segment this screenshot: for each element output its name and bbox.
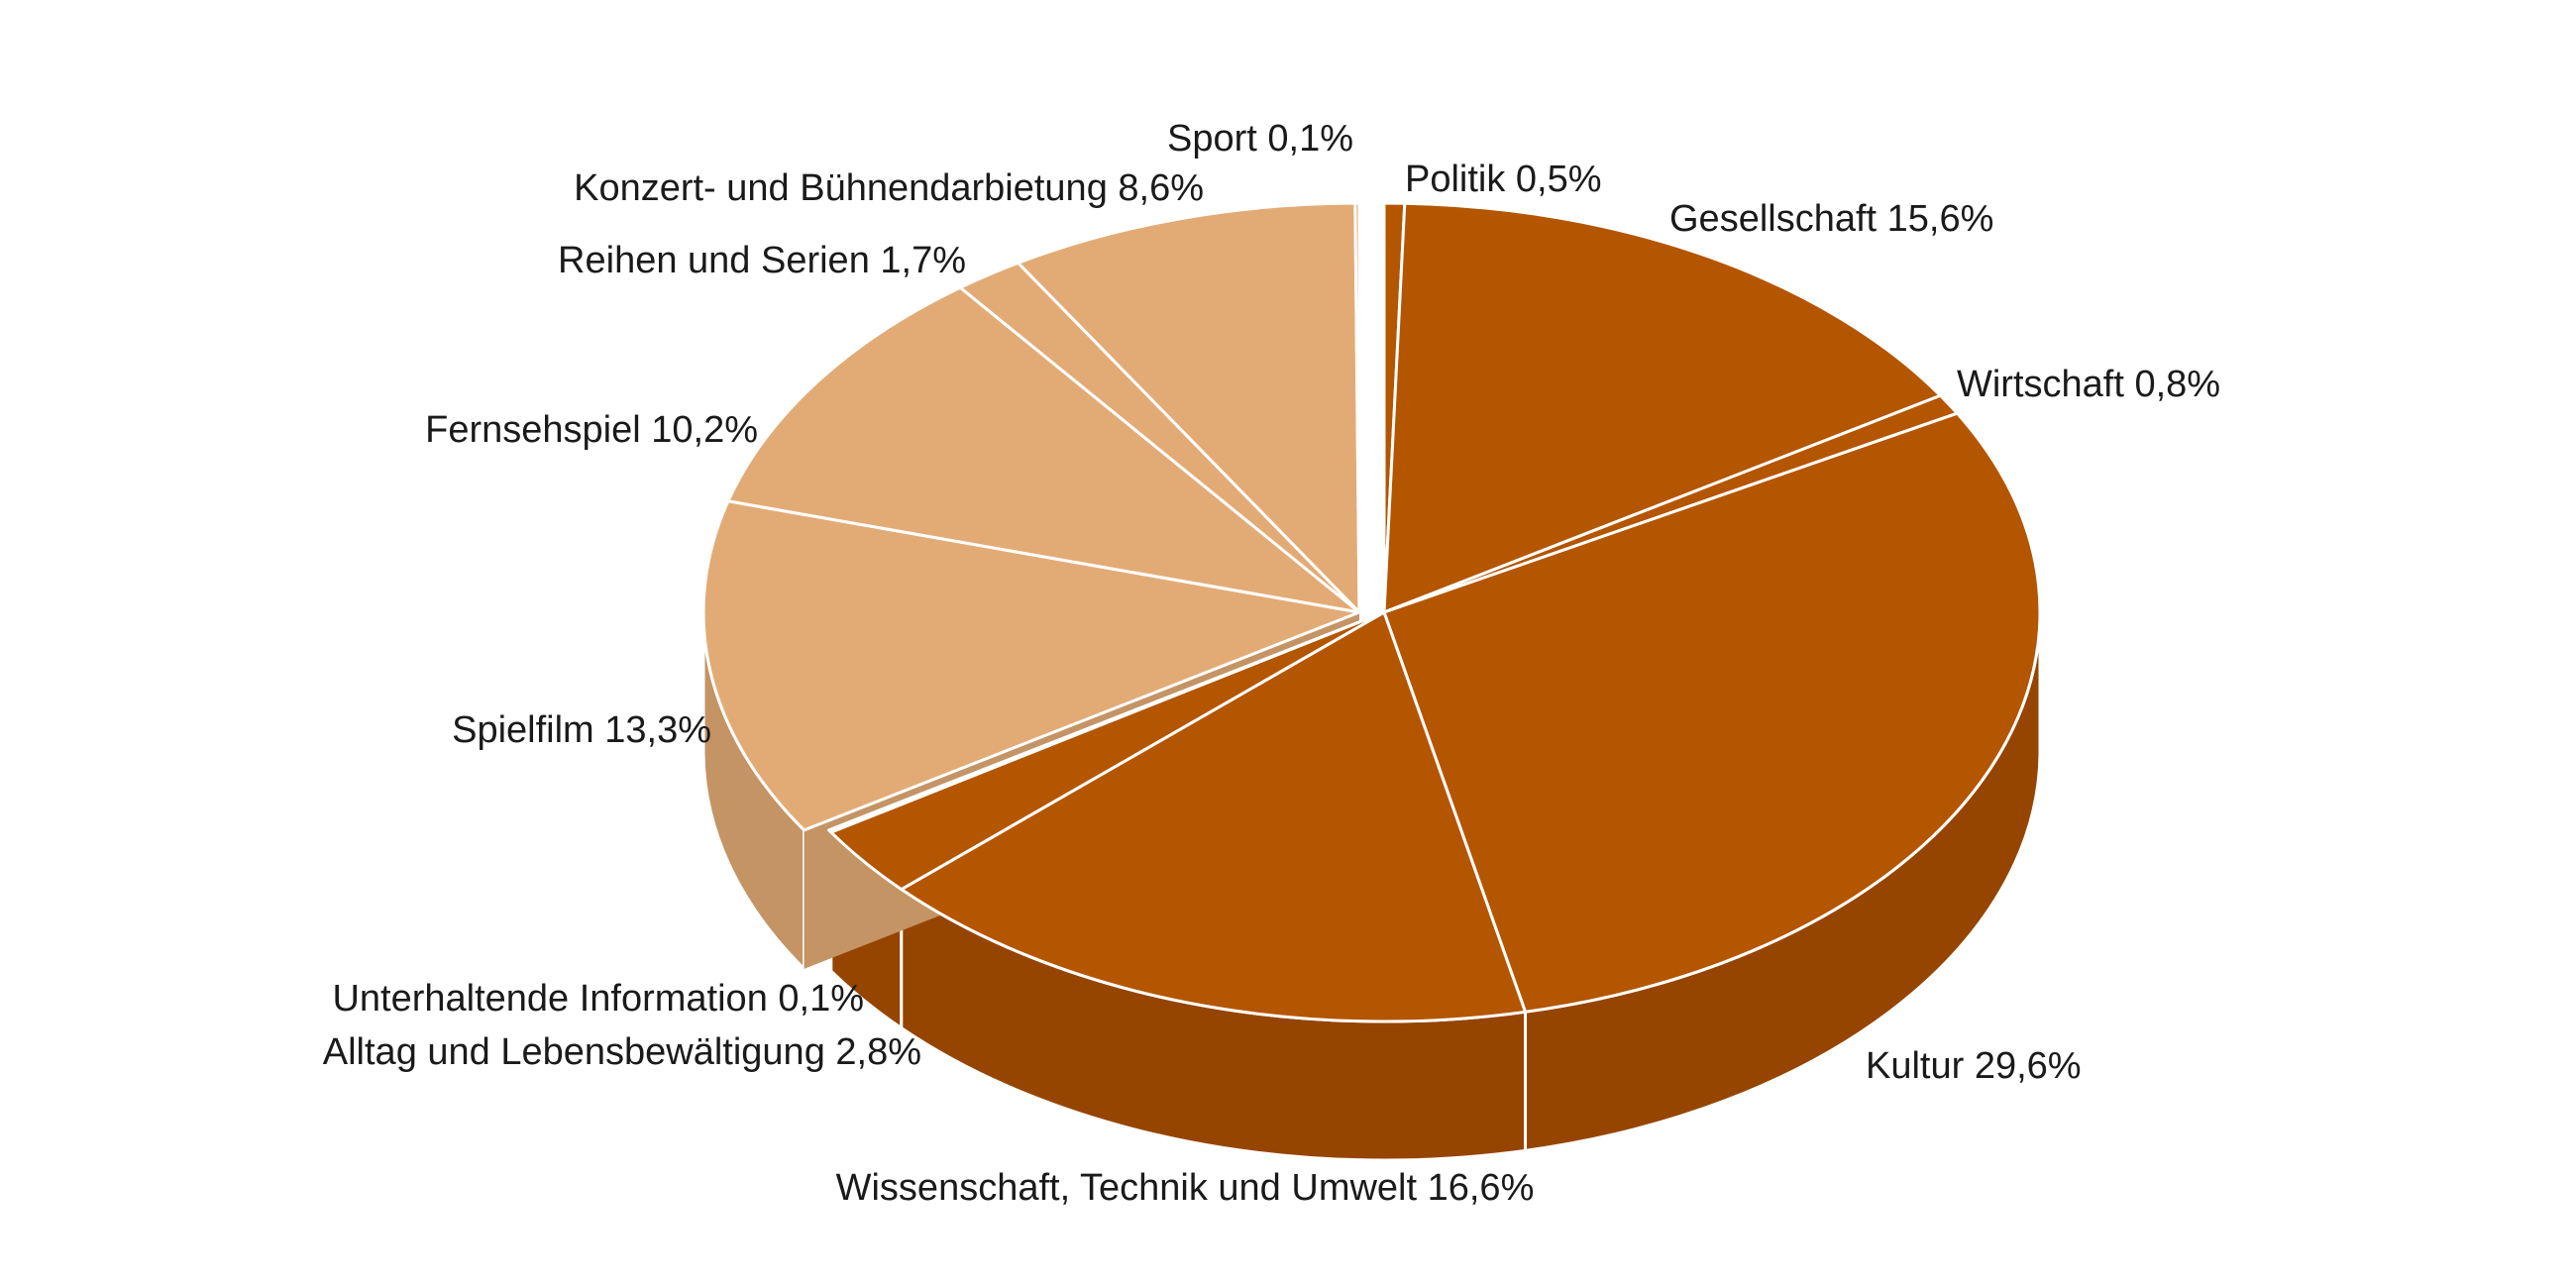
label-fernsehspiel: Fernsehspiel 10,2% bbox=[425, 409, 758, 451]
pie-slices bbox=[701, 201, 2042, 1023]
slice-konzert-und-buehnendarbietung bbox=[1017, 201, 1361, 614]
label-politik: Politik 0,5% bbox=[1405, 159, 1602, 200]
slice-wissenschaft-technik-und-umwelt bbox=[900, 610, 1528, 1023]
slice-unterhaltende-information bbox=[827, 610, 1386, 834]
label-unterhaltende-information: Unterhaltende Information 0,1% bbox=[332, 978, 864, 1020]
label-kultur: Kultur 29,6% bbox=[1866, 1045, 2082, 1087]
label-wirtschaft: Wirtschaft 0,8% bbox=[1957, 364, 2220, 405]
label-sport: Sport 0,1% bbox=[1167, 118, 1353, 160]
label-spielfilm: Spielfilm 13,3% bbox=[452, 709, 711, 751]
slice-spielfilm bbox=[701, 499, 1361, 832]
slice-fernsehspiel bbox=[726, 285, 1361, 614]
slice-sport bbox=[1353, 201, 1361, 614]
label-alltag: Alltag und Lebensbewältigung 2,8% bbox=[323, 1031, 921, 1073]
slice-kultur bbox=[1382, 411, 2042, 1014]
label-gesellschaft: Gesellschaft 15,6% bbox=[1669, 198, 1993, 240]
label-wissenschaft: Wissenschaft, Technik und Umwelt 16,6% bbox=[836, 1167, 1535, 1209]
label-konzert: Konzert- und Bühnendarbietung 8,6% bbox=[574, 167, 1204, 209]
slice-gesellschaft bbox=[1382, 201, 1943, 614]
label-reihen-und-serien: Reihen und Serien 1,7% bbox=[558, 240, 966, 281]
pie-labels: Politik 0,5% Gesellschaft 15,6% Wirtscha… bbox=[323, 118, 2220, 1209]
